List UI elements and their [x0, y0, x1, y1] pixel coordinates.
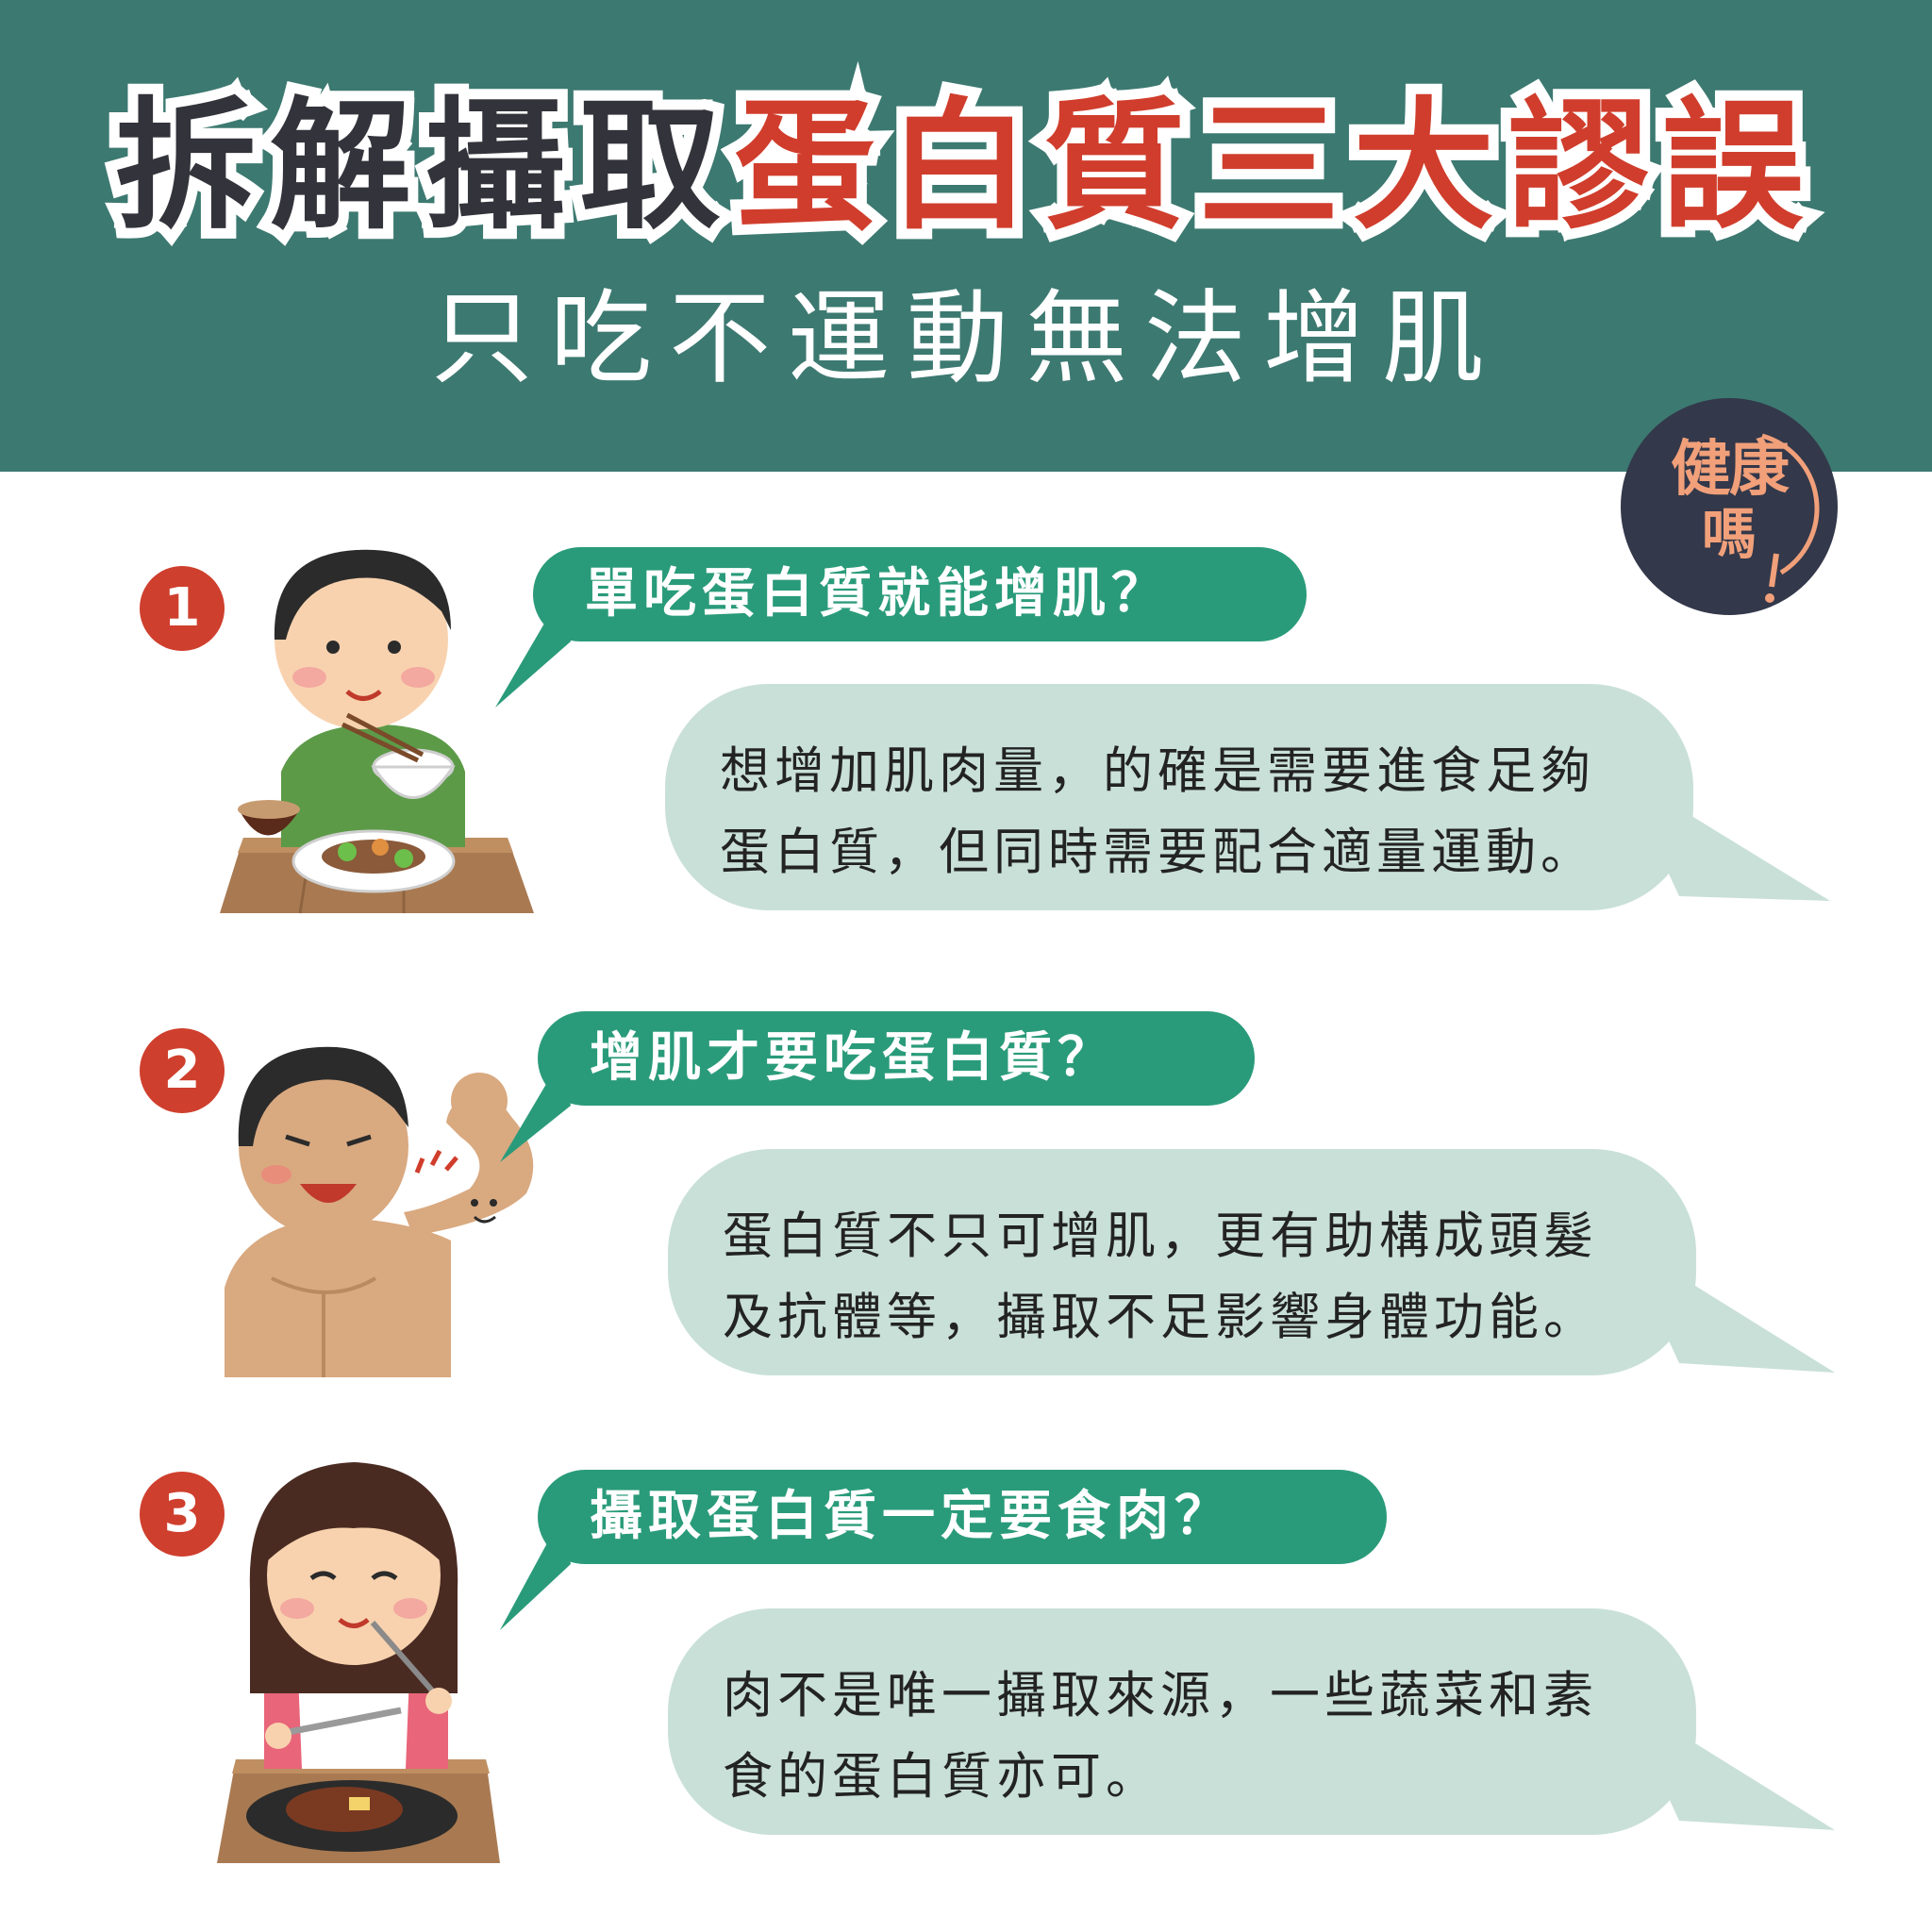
- answer-bubble-tail: [1623, 1241, 1835, 1373]
- item-number-badge: 3: [140, 1472, 225, 1557]
- question-text: 單吃蛋白質就能增肌？: [533, 547, 1307, 641]
- answer-line: 食的蛋白質亦可。: [723, 1748, 1160, 1806]
- answer-line: 及抗體等，攝取不足影響身體功能。: [723, 1289, 1598, 1346]
- answer-bubble: 肉不是唯一攝取來源，一些蔬菜和素 食的蛋白質亦可。: [668, 1608, 1696, 1835]
- muscular-man-flexing-illustration: [225, 1046, 534, 1377]
- man-eating-rice-illustration: [220, 549, 534, 914]
- answer-line: 蛋白質不只可增肌，更有助構成頭髮: [723, 1208, 1598, 1265]
- question-text: 增肌才要吃蛋白質？: [538, 1011, 1255, 1106]
- item-number-badge: 2: [140, 1028, 225, 1113]
- answer-bubble: 想增加肌肉量，的確是需要進食足夠 蛋白質，但同時需要配合適量運動。: [665, 684, 1693, 910]
- answer-bubble: 蛋白質不只可增肌，更有助構成頭髮 及抗體等，攝取不足影響身體功能。: [668, 1149, 1696, 1375]
- answer-line: 蛋白質，但同時需要配合適量運動。: [720, 824, 1595, 881]
- title-part-2: 蛋白質三大謬誤: [724, 76, 1818, 258]
- header-band: 拆解攝取蛋白質三大謬誤 只吃不運動無法增肌: [0, 0, 1932, 472]
- page-title: 拆解攝取蛋白質三大謬誤: [0, 76, 1932, 258]
- answer-line: 肉不是唯一攝取來源，一些蔬菜和素: [723, 1667, 1598, 1724]
- answer-bubble-tail: [1623, 774, 1830, 901]
- girl-eating-steak-illustration: [217, 1462, 500, 1863]
- logo-question-mark-icon: [1761, 433, 1820, 603]
- question-text: 攝取蛋白質一定要食肉？: [538, 1470, 1387, 1564]
- page-subtitle: 只吃不運動無法增肌: [430, 280, 1501, 398]
- logo-text-line-2: 嗎: [1701, 502, 1757, 566]
- brand-logo: 健康 嗎: [1621, 398, 1838, 615]
- answer-line: 想增加肌肉量，的確是需要進食足夠: [720, 742, 1595, 800]
- title-part-1: 拆解攝取: [105, 76, 734, 258]
- logo-text-line-1: 健康: [1671, 435, 1790, 505]
- answer-bubble-tail: [1623, 1698, 1835, 1830]
- item-number-badge: 1: [140, 566, 225, 651]
